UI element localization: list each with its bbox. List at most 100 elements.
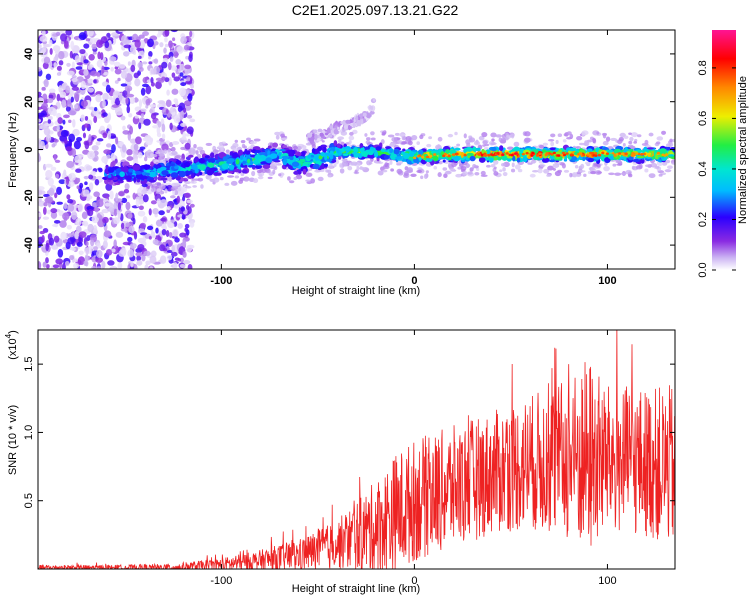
spectrogram-cell — [257, 175, 264, 180]
spectrogram-cell — [513, 146, 521, 152]
spectrogram-peak — [505, 152, 509, 155]
spectrogram-cell — [268, 163, 276, 169]
spectrogram-cell — [655, 141, 661, 145]
spectrogram-cell — [632, 158, 641, 163]
spectrogram-cell — [370, 131, 375, 136]
spectrogram-cell — [616, 163, 623, 166]
spectrogram-cell — [43, 202, 48, 207]
spectrogram-cell — [48, 88, 56, 94]
spectrogram-cell — [460, 166, 467, 171]
spectrogram-cell — [39, 230, 45, 235]
spectrogram-cell — [265, 157, 273, 164]
spectrogram-cell — [72, 118, 76, 128]
spectrogram-cell — [588, 166, 596, 171]
spectrogram-cell — [333, 128, 339, 135]
spectrogram-cell — [81, 221, 86, 226]
spectrogram-cell — [136, 178, 141, 183]
spectrogram-cell — [74, 155, 82, 164]
spectrogram-cell — [608, 172, 615, 176]
spectrogram-cell — [161, 170, 169, 176]
spectrogram-cell — [563, 133, 567, 137]
spectrogram-cell — [174, 165, 179, 170]
spectrogram-cell — [143, 164, 150, 170]
spectrogram-cell — [85, 241, 89, 247]
spectrogram-cell — [212, 177, 220, 183]
spectrogram-cell — [240, 172, 245, 177]
spectrogram-cell — [548, 139, 555, 142]
spectrogram-cell — [155, 227, 159, 234]
spectrogram-cell — [87, 78, 94, 84]
spectrogram-cell — [385, 146, 392, 149]
spectrogram-cell — [38, 67, 42, 72]
spectrogram-cell — [45, 242, 49, 252]
spectrogram-cell — [41, 86, 46, 91]
spectrogram-cell — [45, 257, 49, 264]
spectrogram-cell — [161, 143, 169, 152]
spectrogram-cell — [558, 149, 562, 153]
spectrogram-cell — [506, 146, 514, 150]
spectrogram-peak — [477, 153, 481, 156]
spectrogram-cell — [82, 189, 90, 197]
spectrogram-cell — [114, 68, 122, 75]
spectrogram-cell — [158, 79, 165, 83]
spectrogram-cell — [668, 142, 674, 147]
spectrogram-cell — [107, 167, 115, 173]
spectrogram-peak — [525, 151, 529, 155]
spectrogram-cell — [134, 181, 142, 185]
spectrogram-cell — [127, 132, 132, 141]
spectrogram-cell — [84, 141, 90, 150]
spectrogram-cell — [454, 131, 458, 136]
spectrogram-cell — [241, 169, 248, 174]
spectrogram-cell — [139, 39, 146, 49]
spectrogram-cell — [430, 150, 437, 154]
spectrogram-cell — [390, 142, 394, 147]
spectrogram-cell — [574, 165, 579, 169]
spectrogram-cell — [107, 112, 112, 121]
spectrogram-cell — [612, 163, 617, 167]
snr-series-line — [38, 330, 675, 569]
spectrogram-cell — [136, 187, 143, 197]
spectrogram-cell — [38, 106, 43, 111]
spectrogram-cell — [66, 70, 75, 76]
spectrogram-peak — [413, 156, 417, 160]
spectrogram-cell — [352, 151, 358, 155]
spectrogram-cell — [118, 94, 123, 102]
spectrogram-cell — [338, 156, 342, 160]
spectrogram-cell — [109, 217, 113, 221]
snr-multiplier: (x104) — [4, 330, 19, 360]
spectrogram-cell — [462, 171, 468, 176]
spectrogram-cell — [490, 132, 497, 138]
spectrogram-cell — [173, 98, 178, 103]
colorbar-label: Normalized spectral amplitude — [737, 76, 749, 224]
spectrogram-cell — [76, 177, 81, 183]
spectrogram-cell — [139, 146, 146, 150]
spectrogram-cell — [252, 178, 259, 184]
spectrogram-cell — [411, 135, 418, 141]
spectrogram-cell — [182, 195, 186, 202]
spectrogram-peak — [501, 153, 505, 156]
spectrogram-cell — [163, 221, 167, 230]
spectrogram-cell — [149, 255, 157, 264]
spectrogram-cell — [168, 40, 173, 49]
spectrogram-cell — [103, 149, 111, 155]
spectrogram-cell — [108, 96, 113, 101]
spectrogram-cell — [347, 124, 351, 131]
spectrogram-cell — [38, 140, 43, 148]
spectrogram-cell — [45, 264, 50, 269]
spectrogram-cell — [628, 140, 633, 145]
spectrogram-cell — [133, 263, 138, 269]
spectrogram-cell — [171, 88, 179, 95]
spectrogram-peak — [510, 153, 514, 157]
spectrogram-cell — [454, 147, 461, 151]
spectrogram-cell — [189, 221, 195, 228]
spectrogram-cell — [329, 154, 334, 160]
spectrogram-cell — [67, 199, 74, 204]
spectrogram-cell — [338, 139, 342, 144]
spectrogram-peak — [565, 152, 569, 155]
spectrogram-cell — [148, 171, 156, 178]
spectrogram-cell — [140, 87, 146, 96]
spectrogram-cell — [132, 217, 136, 225]
spectrogram-cell — [402, 148, 406, 152]
spectrogram-cell — [449, 168, 456, 171]
spectrogram-cell — [466, 152, 474, 156]
